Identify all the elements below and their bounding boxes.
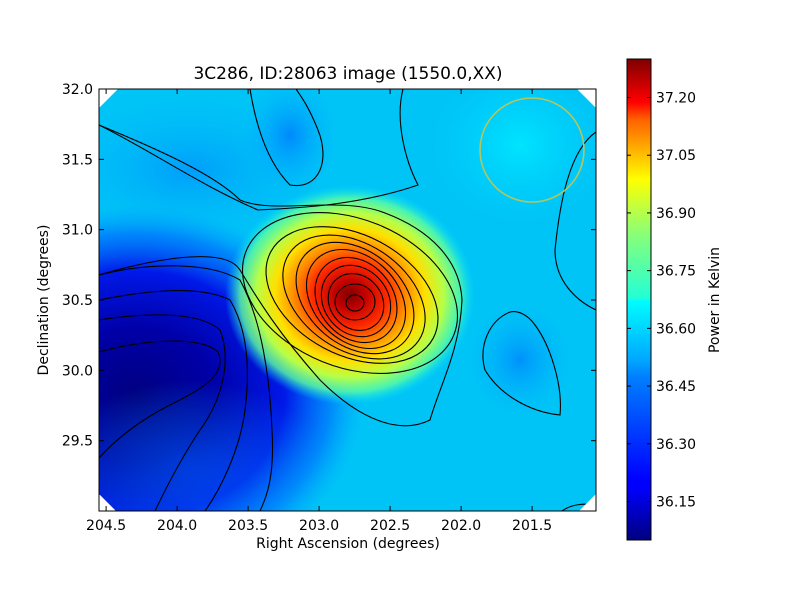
contour-line [482, 311, 561, 416]
corner-mask [577, 89, 596, 108]
contour-line [99, 314, 226, 511]
x-tick-label: 201.5 [512, 518, 552, 534]
colorbar-gradient [626, 58, 652, 541]
colorbar-tick-label: 36.15 [656, 495, 696, 511]
contour-line [99, 265, 274, 511]
y-tick-label: 29.5 [62, 434, 93, 450]
y-tick-label: 31.0 [62, 223, 93, 239]
contour-line [241, 212, 459, 374]
x-tick-label: 202.0 [441, 518, 481, 534]
contour-line [305, 248, 407, 350]
chart-title: 3C286, ID:28063 image (1550.0,XX) [193, 64, 502, 84]
colorbar-tick-label: 37.05 [656, 148, 696, 164]
corner-mask [579, 494, 596, 511]
y-tick-label: 31.5 [62, 152, 93, 168]
x-axis-label: Right Ascension (degrees) [256, 536, 440, 552]
heatmap-blob-right [465, 300, 575, 420]
colorbar-ticks: 37.20 37.05 36.90 36.75 36.60 36.45 36.30 36.15 [627, 90, 696, 511]
x-tick-label: 204.0 [157, 518, 197, 534]
corner-mask [99, 494, 116, 511]
heatmap-blob-upper-right [430, 89, 596, 225]
colorbar-tick-label: 36.75 [656, 264, 696, 280]
colorbar: 37.20 37.05 36.90 36.75 36.60 36.45 36.30 36.15… [626, 58, 723, 541]
contour-lines [99, 89, 596, 511]
contour-line [327, 273, 385, 331]
contour-line [345, 294, 365, 312]
y-tick-label: 32.0 [62, 82, 93, 98]
heatmap-field [99, 89, 596, 511]
contour-line [99, 124, 463, 427]
x-tick-label: 203.5 [228, 518, 268, 534]
contour-line [320, 264, 392, 338]
x-tick-label: 204.5 [86, 518, 126, 534]
colorbar-tick-label: 36.90 [656, 206, 696, 222]
x-tick-label: 203.0 [299, 518, 339, 534]
y-tick-label: 30.5 [62, 293, 93, 309]
contour-line [282, 234, 426, 360]
contour-line [99, 340, 221, 459]
contour-line [295, 241, 415, 355]
colorbar-tick-label: 36.45 [656, 379, 696, 395]
colorbar-tick-label: 37.20 [656, 90, 696, 106]
heatmap-blob-top-center [240, 89, 340, 195]
y-axis: 32.0 31.5 31.0 30.5 30.0 29.5 [62, 82, 596, 450]
x-axis: 204.5 204.0 203.5 203.0 202.5 202.0 201.5 [86, 89, 552, 534]
contour-line [99, 290, 248, 511]
heatmap-peak-region [225, 185, 475, 405]
contour-line [314, 256, 398, 344]
contour-line [99, 89, 419, 211]
corner-mask [99, 89, 118, 108]
contour-line [249, 89, 324, 187]
contour-line [265, 226, 439, 364]
beam-circle [479, 97, 585, 203]
colorbar-tick-label: 36.60 [656, 321, 696, 337]
heatmap-blob-bottom-left [99, 380, 330, 511]
colorbar-tick-label: 36.30 [656, 437, 696, 453]
colorbar-label: Power in Kelvin [707, 247, 723, 353]
contour-line [554, 131, 596, 311]
contour-line [334, 283, 376, 321]
y-tick-label: 30.0 [62, 363, 93, 379]
x-tick-label: 202.5 [370, 518, 410, 534]
y-axis-label: Declination (degrees) [36, 225, 52, 376]
